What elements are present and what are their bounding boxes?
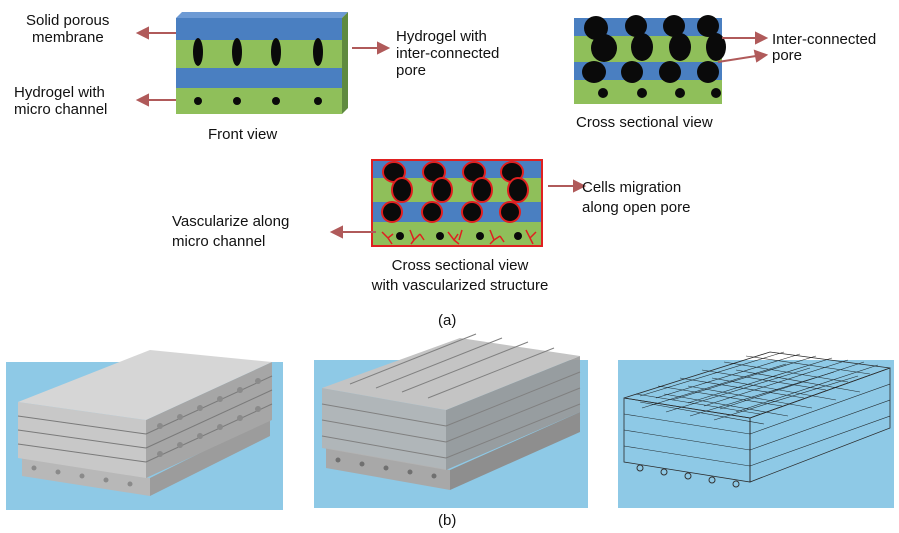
panel-label-a: (a) [438,312,457,329]
label-cells-migration: Cells migration along open pore [582,179,691,216]
caption-vascularized-view: Cross sectional view with vascularized s… [371,257,549,294]
label-hydrogel-micro-channel: Hydrogel with micro channel [14,84,108,118]
panel-label-b: (b) [438,512,457,529]
label-solid-porous-membrane: Solid porous membrane [26,12,110,46]
caption-cross-sectional-view: Cross sectional view [576,114,713,131]
caption-front-view: Front view [208,126,278,143]
label-hydrogel-interconnected-pore: Hydrogel with inter-connected pore [396,28,500,79]
label-vascularize-along-micro-channel: Vascularize along micro channel [172,213,290,250]
label-interconnected-pore: Inter-connected pore [772,31,877,64]
